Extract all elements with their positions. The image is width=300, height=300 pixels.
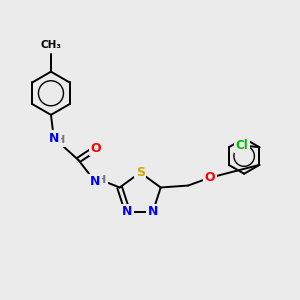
Text: Cl: Cl — [236, 139, 248, 152]
Text: N: N — [122, 205, 133, 218]
Text: H: H — [56, 135, 65, 146]
Text: N: N — [148, 205, 158, 218]
Text: N: N — [90, 175, 100, 188]
Text: H: H — [98, 175, 106, 184]
Text: CH₃: CH₃ — [40, 40, 61, 50]
Text: O: O — [205, 171, 215, 184]
Text: O: O — [91, 142, 101, 155]
Text: S: S — [136, 166, 145, 179]
Text: N: N — [49, 132, 59, 145]
